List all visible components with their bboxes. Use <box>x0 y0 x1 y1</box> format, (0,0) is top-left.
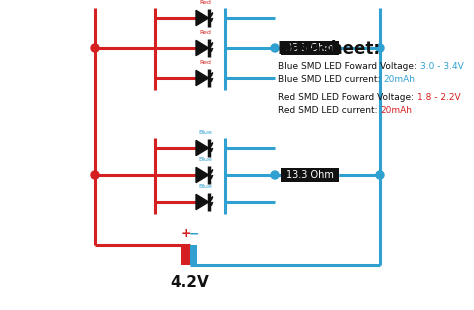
Circle shape <box>91 171 99 179</box>
Circle shape <box>91 44 99 52</box>
Text: Blue: Blue <box>198 184 212 189</box>
Text: Blue: Blue <box>198 130 212 135</box>
Text: 13.3 Ohm: 13.3 Ohm <box>286 170 334 180</box>
Text: Red: Red <box>199 30 211 35</box>
Polygon shape <box>196 167 209 183</box>
Text: 20mAh: 20mAh <box>383 75 415 84</box>
Polygon shape <box>196 70 209 86</box>
Text: Blue: Blue <box>198 157 212 162</box>
Bar <box>190 245 197 265</box>
Text: −: − <box>188 227 199 240</box>
Polygon shape <box>196 10 209 26</box>
Text: 3.0 - 3.4V: 3.0 - 3.4V <box>420 62 464 71</box>
Circle shape <box>271 171 279 179</box>
Text: Red SMD LED Foward Voltage:: Red SMD LED Foward Voltage: <box>278 93 417 102</box>
Circle shape <box>271 44 279 52</box>
Polygon shape <box>196 194 209 210</box>
Text: Blue SMD LED Foward Voltage:: Blue SMD LED Foward Voltage: <box>278 62 420 71</box>
Bar <box>181 245 190 265</box>
Bar <box>281 41 339 55</box>
Text: +: + <box>180 227 191 240</box>
Text: 20mAh: 20mAh <box>380 106 412 115</box>
Text: Blue SMD LED current:: Blue SMD LED current: <box>278 75 383 84</box>
Text: 33.3 Ohm: 33.3 Ohm <box>286 43 334 53</box>
Text: Red SMD LED current:: Red SMD LED current: <box>278 106 380 115</box>
Circle shape <box>376 171 384 179</box>
Text: 4.2V: 4.2V <box>171 275 210 290</box>
Polygon shape <box>196 40 209 56</box>
Text: Red: Red <box>199 0 211 5</box>
Text: 1.8 - 2.2V: 1.8 - 2.2V <box>417 93 461 102</box>
Bar <box>281 168 339 182</box>
Text: Red: Red <box>199 60 211 65</box>
Polygon shape <box>196 140 209 156</box>
Circle shape <box>376 44 384 52</box>
Text: Datasheet:: Datasheet: <box>278 40 381 58</box>
